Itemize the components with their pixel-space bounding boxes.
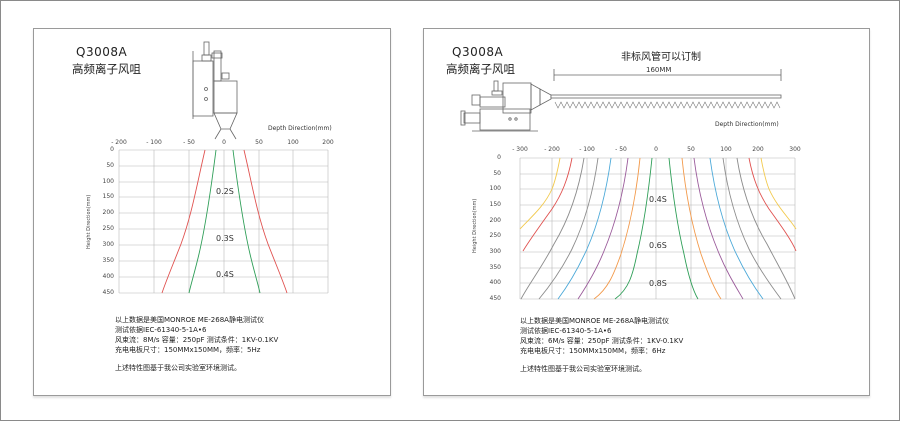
x-tick: 0 bbox=[654, 146, 658, 153]
y-tick: 0 bbox=[497, 154, 501, 161]
y-tick: 400 bbox=[102, 273, 114, 280]
time-label: 0.4S bbox=[649, 195, 667, 204]
x-tick: 200 bbox=[752, 146, 764, 153]
x-tick: 0 bbox=[222, 139, 226, 146]
note-line: 上述特性图基于我公司实验室环境测试。 bbox=[115, 364, 241, 372]
y-tick: 50 bbox=[106, 162, 114, 169]
note-line: 以上数据是美国MONROE ME-268A静电测试仪 bbox=[115, 316, 264, 324]
note-line: 风束流：6M/s 容量：250pF 测试条件：1KV-0.1KV bbox=[520, 337, 684, 345]
y-tick: 150 bbox=[489, 201, 501, 208]
y-tick: 50 bbox=[493, 170, 501, 177]
x-tick: - 50 bbox=[183, 139, 195, 146]
y-tick: 300 bbox=[489, 248, 501, 255]
time-label: 0.4S bbox=[216, 270, 234, 279]
x-tick: 300 bbox=[789, 146, 801, 153]
product-name: 高频离子风咀 bbox=[72, 62, 141, 76]
y-tick: 0 bbox=[110, 146, 114, 153]
x-tick: 100 bbox=[287, 139, 299, 146]
y-tick: 200 bbox=[102, 209, 114, 216]
note-line: 充电电板尺寸：150MMx150MM，频率：5Hz bbox=[115, 346, 261, 354]
x-tick: - 100 bbox=[146, 139, 162, 146]
nozzle-device-illustration bbox=[192, 41, 238, 140]
y-tick: 200 bbox=[489, 217, 501, 224]
time-label: 0.3S bbox=[216, 234, 234, 243]
left-chart-plot bbox=[118, 149, 329, 294]
x-axis-title: Depth Direction(mm) bbox=[268, 125, 332, 132]
right-chart-plot bbox=[519, 157, 797, 300]
note-line: 充电电板尺寸：150MMx150MM，频率：6Hz bbox=[520, 347, 666, 355]
test-notes: 以上数据是美国MONROE ME-268A静电测试仪 测试依据IEC-61340… bbox=[520, 316, 683, 374]
y-tick: 350 bbox=[102, 257, 114, 264]
y-tick: 250 bbox=[102, 225, 114, 232]
x-tick: - 300 bbox=[512, 146, 528, 153]
x-tick: - 100 bbox=[579, 146, 595, 153]
y-tick: 350 bbox=[489, 264, 501, 271]
left-spec-panel: Q3008A 高频离子风咀 Depth Direction(mm) - 200 … bbox=[33, 28, 391, 396]
x-tick: 50 bbox=[255, 139, 263, 146]
y-tick: 150 bbox=[102, 193, 114, 200]
y-tick: 300 bbox=[102, 241, 114, 248]
note-line: 以上数据是美国MONROE ME-268A静电测试仪 bbox=[520, 317, 669, 325]
note-line: 风束流：8M/s 容量：250pF 测试条件：1KV-0.1KV bbox=[115, 336, 279, 344]
y-tick: 450 bbox=[489, 295, 501, 302]
x-tick: 100 bbox=[720, 146, 732, 153]
product-name: 高频离子风咀 bbox=[446, 62, 515, 76]
custom-pipe-banner: 非标风管可以订制 bbox=[621, 52, 701, 63]
time-label: 0.6S bbox=[649, 241, 667, 250]
test-notes: 以上数据是美国MONROE ME-268A静电测试仪 测试依据IEC-61340… bbox=[115, 315, 278, 373]
y-tick: 250 bbox=[489, 232, 501, 239]
x-tick: - 200 bbox=[111, 139, 127, 146]
model-number: Q3008A bbox=[76, 45, 128, 59]
x-axis-title: Depth Direction(mm) bbox=[715, 121, 779, 128]
y-tick: 100 bbox=[102, 178, 114, 185]
x-tick: 50 bbox=[687, 146, 695, 153]
time-label: 0.8S bbox=[649, 279, 667, 288]
y-tick: 450 bbox=[102, 289, 114, 296]
bar-device-illustration bbox=[460, 69, 782, 132]
right-spec-panel: Q3008A 高频离子风咀 非标风管可以订制 160MM bbox=[423, 28, 870, 396]
x-tick: - 200 bbox=[544, 146, 560, 153]
y-tick: 400 bbox=[489, 279, 501, 286]
x-tick: - 50 bbox=[615, 146, 627, 153]
dimension-label: 160MM bbox=[646, 66, 672, 74]
time-label: 0.2S bbox=[216, 187, 234, 196]
x-tick: 200 bbox=[322, 139, 334, 146]
y-tick: 100 bbox=[489, 185, 501, 192]
model-number: Q3008A bbox=[452, 45, 504, 59]
note-line: 上述特性图基于我公司实验室环境测试。 bbox=[520, 365, 646, 373]
note-line: 测试依据IEC-61340-5-1A•6 bbox=[115, 326, 207, 334]
note-line: 测试依据IEC-61340-5-1A•6 bbox=[520, 327, 612, 335]
